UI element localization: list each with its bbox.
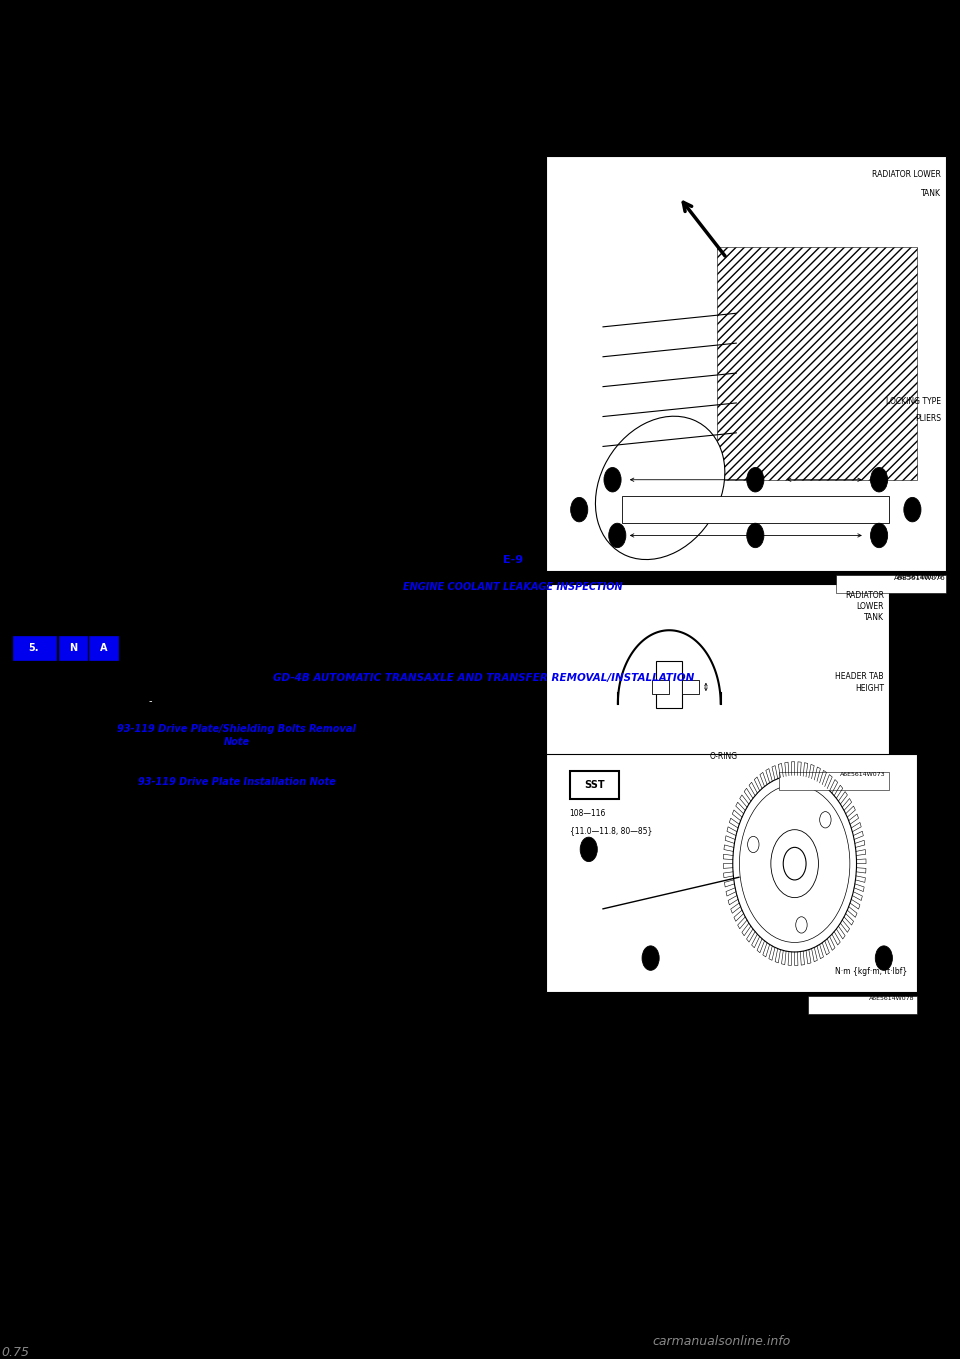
- Text: N·m {kgf·m, ft·lbf}: N·m {kgf·m, ft·lbf}: [835, 966, 907, 976]
- Text: A6E5614W076: A6E5614W076: [894, 575, 946, 580]
- FancyBboxPatch shape: [780, 772, 889, 790]
- Text: 2: 2: [754, 477, 757, 482]
- Text: RADIATOR LOWER: RADIATOR LOWER: [872, 170, 941, 179]
- FancyBboxPatch shape: [12, 636, 56, 660]
- Text: 7: 7: [876, 477, 881, 482]
- FancyBboxPatch shape: [546, 584, 889, 768]
- Circle shape: [604, 467, 621, 492]
- Text: A6E5614W078: A6E5614W078: [869, 996, 914, 1002]
- Text: 1: 1: [753, 533, 757, 538]
- FancyBboxPatch shape: [89, 636, 117, 660]
- Text: 93-119 Drive Plate Installation Note: 93-119 Drive Plate Installation Note: [137, 777, 335, 787]
- Text: carmanualsonline.info: carmanualsonline.info: [653, 1335, 791, 1348]
- Ellipse shape: [595, 416, 725, 560]
- Text: 8: 8: [615, 533, 619, 538]
- Circle shape: [580, 837, 597, 862]
- Circle shape: [871, 523, 888, 548]
- Text: N: N: [69, 643, 77, 654]
- Text: RADIATOR
LOWER
TANK: RADIATOR LOWER TANK: [845, 591, 884, 622]
- FancyBboxPatch shape: [683, 680, 699, 694]
- Text: ENGINE COOLANT LEAKAGE INSPECTION: ENGINE COOLANT LEAKAGE INSPECTION: [403, 582, 622, 591]
- Circle shape: [747, 523, 764, 548]
- Circle shape: [642, 946, 660, 970]
- Text: LOCKING TYPE: LOCKING TYPE: [886, 397, 941, 406]
- Text: {11.0—11.8, 80—85}: {11.0—11.8, 80—85}: [569, 826, 652, 836]
- FancyBboxPatch shape: [59, 636, 87, 660]
- FancyBboxPatch shape: [546, 156, 946, 571]
- Text: 3: 3: [881, 955, 886, 961]
- Circle shape: [871, 467, 888, 492]
- FancyBboxPatch shape: [807, 996, 917, 1014]
- Text: O-RING: O-RING: [710, 752, 738, 761]
- Text: 4: 4: [910, 507, 915, 512]
- Text: -: -: [149, 696, 153, 705]
- Text: 1: 1: [587, 847, 591, 852]
- Text: A6E5614W073: A6E5614W073: [840, 772, 886, 777]
- Text: 93-119 Drive Plate/Shielding Bolts Removal
Note: 93-119 Drive Plate/Shielding Bolts Remov…: [117, 724, 356, 746]
- Text: 5.: 5.: [29, 643, 39, 654]
- Text: HEADER TAB
HEIGHT: HEADER TAB HEIGHT: [835, 673, 884, 693]
- FancyBboxPatch shape: [657, 660, 683, 708]
- Circle shape: [876, 946, 893, 970]
- Circle shape: [747, 467, 764, 492]
- Text: 2: 2: [648, 955, 653, 961]
- FancyBboxPatch shape: [546, 754, 917, 992]
- Circle shape: [609, 523, 626, 548]
- Text: 6: 6: [611, 477, 614, 482]
- FancyBboxPatch shape: [652, 680, 669, 694]
- Text: A: A: [100, 643, 107, 654]
- FancyBboxPatch shape: [836, 575, 946, 593]
- Text: TANK: TANK: [921, 189, 941, 198]
- Circle shape: [903, 497, 921, 522]
- Circle shape: [570, 497, 588, 522]
- FancyBboxPatch shape: [569, 771, 619, 799]
- FancyBboxPatch shape: [622, 496, 889, 523]
- Text: 0.75: 0.75: [2, 1345, 30, 1359]
- Text: E-9: E-9: [502, 556, 522, 565]
- Text: A6E5614W076: A6E5614W076: [898, 575, 943, 580]
- Text: 5: 5: [876, 533, 881, 538]
- Text: 108—116: 108—116: [569, 809, 606, 818]
- Text: GD-4B AUTOMATIC TRANSAXLE AND TRANSFER REMOVAL/INSTALLATION: GD-4B AUTOMATIC TRANSAXLE AND TRANSFER R…: [274, 673, 695, 682]
- Text: SST: SST: [584, 780, 605, 790]
- Text: PLIERS: PLIERS: [915, 414, 941, 424]
- Text: 3: 3: [577, 507, 582, 512]
